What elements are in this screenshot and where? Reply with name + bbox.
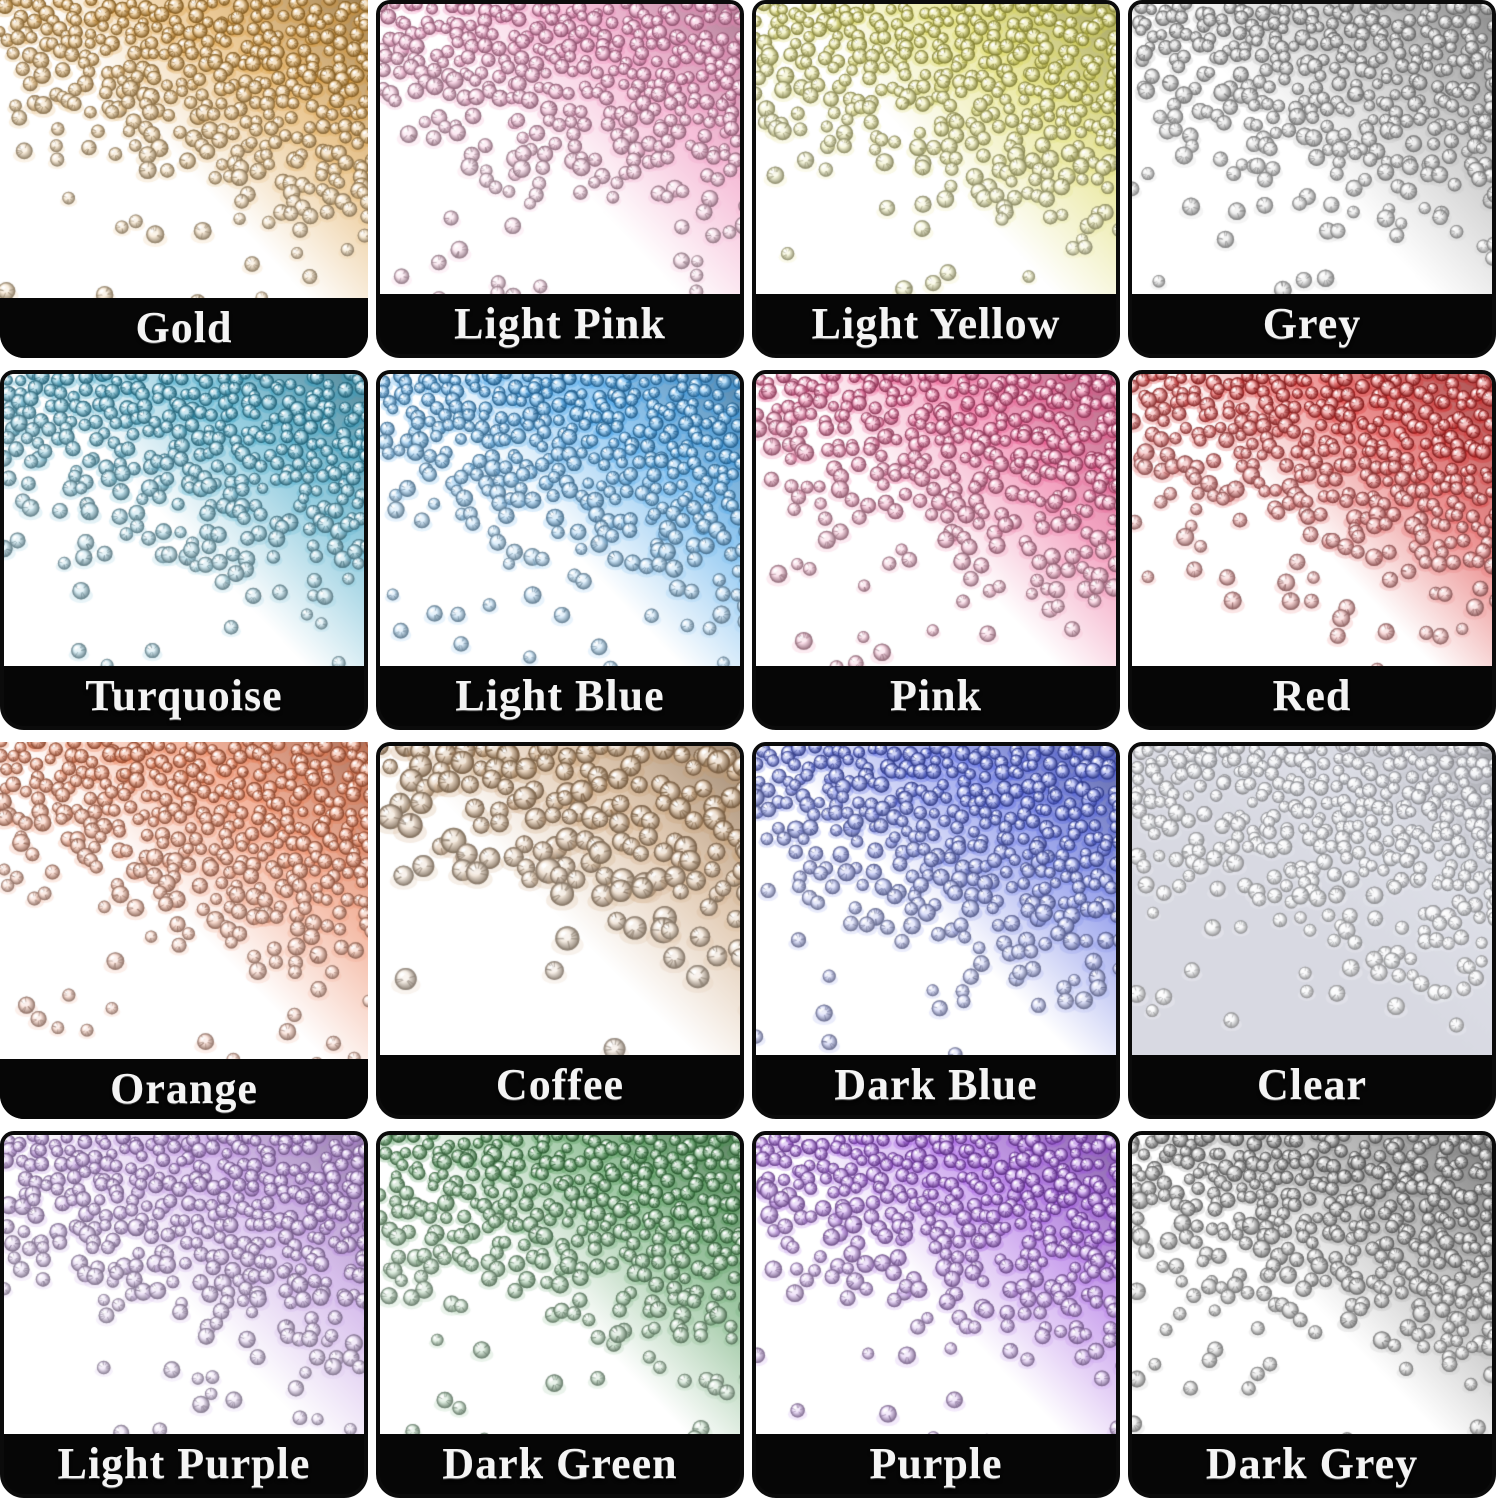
swatch-cell-light-blue: Light Blue [376,370,744,730]
color-label: Gold [135,303,233,352]
gem-photo-canvas [756,4,1116,294]
color-label-bar: Light Purple [4,1434,364,1494]
gem-photo-canvas [380,1135,740,1434]
color-label-bar: Grey [1132,294,1492,354]
swatch-cell-pink: Pink [752,370,1120,730]
gem-photo [4,1135,364,1434]
gem-photo-canvas [380,4,740,294]
color-label-bar: Light Pink [380,294,740,354]
color-label: Coffee [495,1060,625,1109]
color-label-bar: Red [1132,666,1492,726]
color-label: Dark Green [442,1439,678,1488]
color-label-bar: Dark Blue [756,1055,1116,1115]
gem-photo-canvas [380,746,740,1055]
color-label: Red [1272,671,1352,720]
swatch-cell-orange: Orange [0,742,368,1119]
gem-photo [756,374,1116,666]
gem-photo-canvas [756,374,1116,666]
gem-photo [1132,746,1492,1055]
gem-photo-canvas [756,1135,1116,1434]
color-label-bar: Orange [0,1059,368,1119]
gem-photo [4,374,364,666]
swatch-cell-grey: Grey [1128,0,1496,358]
gem-photo-canvas [4,1135,364,1434]
swatch-cell-light-pink: Light Pink [376,0,744,358]
color-label-bar: Gold [0,298,368,358]
gem-photo-canvas [0,742,368,1059]
color-label: Clear [1256,1060,1368,1109]
color-label-bar: Turquoise [4,666,364,726]
color-label: Orange [110,1064,258,1113]
swatch-cell-light-purple: Light Purple [0,1131,368,1498]
gem-photo [380,1135,740,1434]
gem-photo-canvas [756,746,1116,1055]
color-label: Dark Blue [834,1060,1038,1109]
gem-photo [0,0,368,298]
color-label-bar: Coffee [380,1055,740,1115]
color-label-bar: Light Blue [380,666,740,726]
gem-photo [380,374,740,666]
gem-photo [1132,4,1492,294]
color-label: Dark Grey [1205,1439,1419,1488]
gem-photo [380,4,740,294]
swatch-cell-dark-grey: Dark Grey [1128,1131,1496,1498]
color-label-bar: Dark Green [380,1434,740,1494]
color-label-bar: Dark Grey [1132,1434,1492,1494]
color-label: Light Pink [454,299,666,348]
color-label-bar: Pink [756,666,1116,726]
swatch-cell-light-yellow: Light Yellow [752,0,1120,358]
gem-photo-canvas [380,374,740,666]
gem-photo-canvas [1132,374,1492,666]
color-label: Purple [869,1439,1003,1488]
color-label: Light Yellow [811,299,1061,348]
gem-photo [756,4,1116,294]
gem-photo-canvas [1132,746,1492,1055]
color-label: Pink [889,671,983,720]
swatch-cell-gold: Gold [0,0,368,358]
gem-photo [756,746,1116,1055]
color-label-bar: Light Yellow [756,294,1116,354]
gem-photo-canvas [1132,4,1492,294]
swatch-cell-purple: Purple [752,1131,1120,1498]
swatch-cell-dark-green: Dark Green [376,1131,744,1498]
gem-photo-canvas [1132,1135,1492,1434]
color-label: Light Purple [57,1439,311,1488]
color-label: Turquoise [85,671,283,720]
gem-photo [380,746,740,1055]
swatch-cell-red: Red [1128,370,1496,730]
gem-photo-canvas [4,374,364,666]
gem-photo-canvas [0,0,368,298]
gem-photo [0,742,368,1059]
swatch-cell-dark-blue: Dark Blue [752,742,1120,1119]
color-label: Light Blue [455,671,665,720]
color-label: Grey [1262,299,1362,348]
color-label-bar: Purple [756,1434,1116,1494]
swatch-cell-coffee: Coffee [376,742,744,1119]
color-label-bar: Clear [1132,1055,1492,1115]
gem-photo [1132,1135,1492,1434]
swatch-cell-turquoise: Turquoise [0,370,368,730]
gem-photo [756,1135,1116,1434]
swatch-cell-clear: Clear [1128,742,1496,1119]
gem-photo [1132,374,1492,666]
